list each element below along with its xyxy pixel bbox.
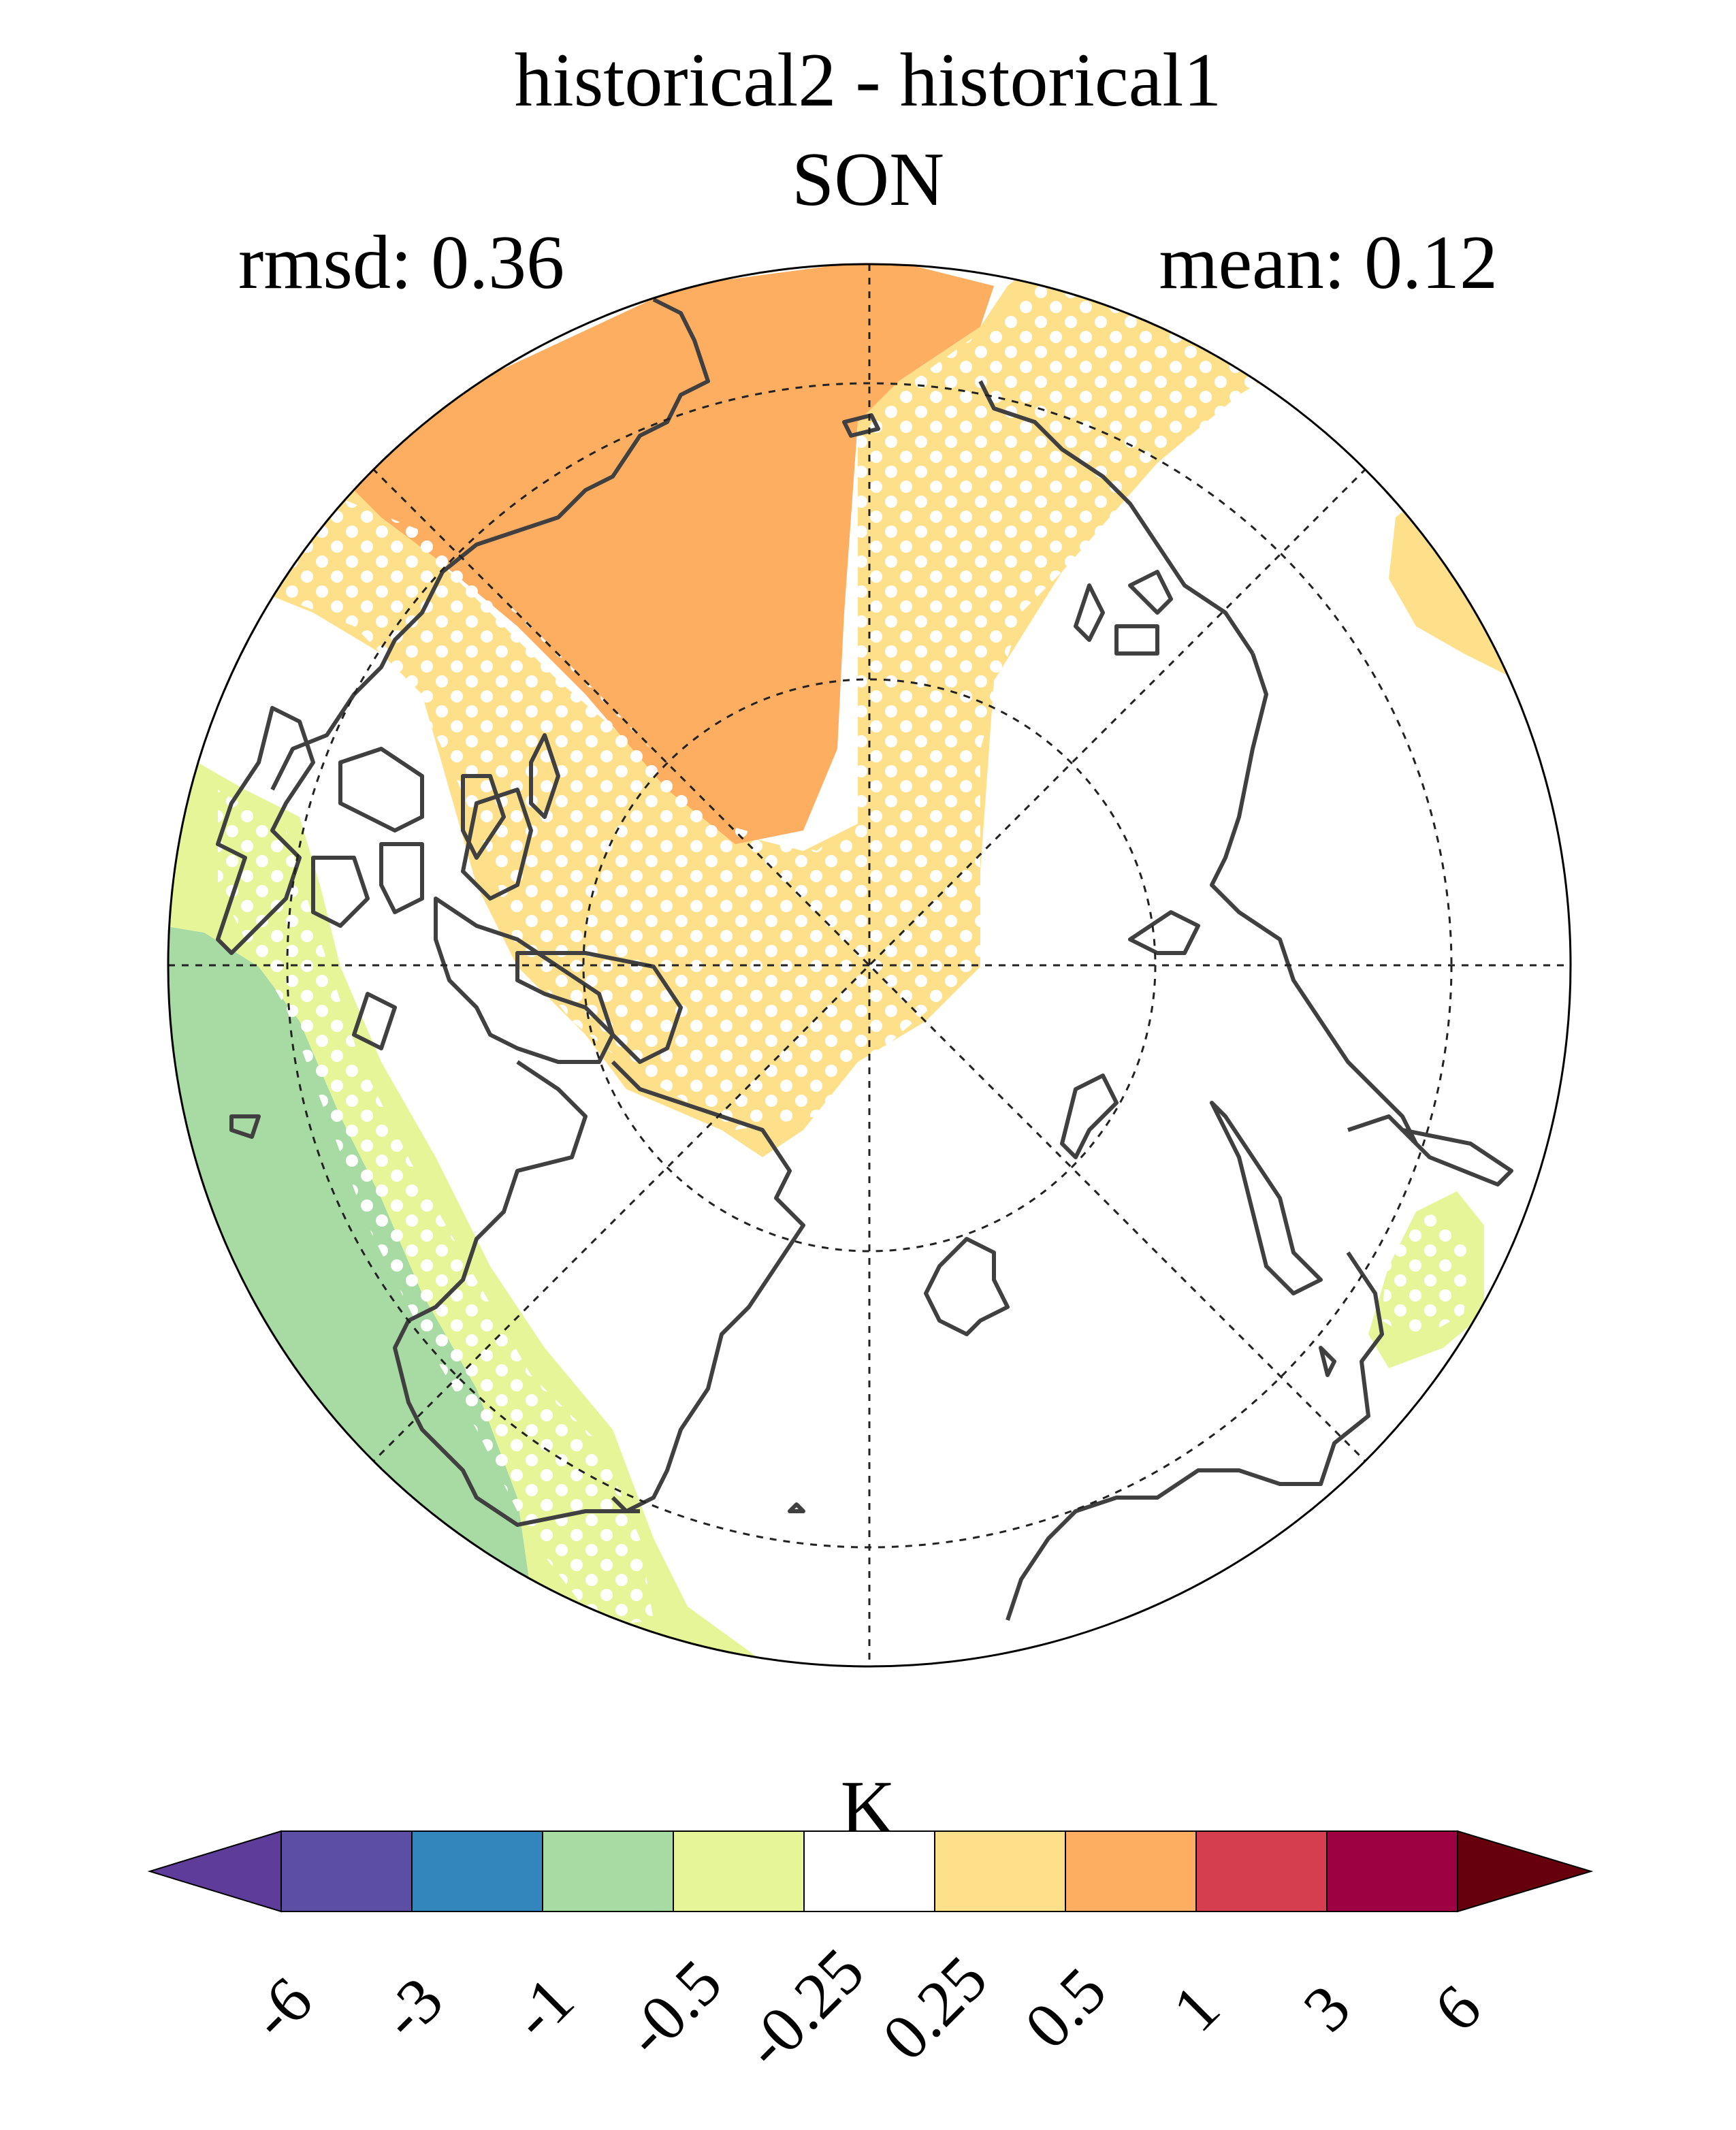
colorbar-segment	[1065, 1830, 1197, 1912]
colorbar-segment	[411, 1830, 543, 1912]
colorbar-segment	[934, 1830, 1066, 1912]
map-title: historical2 - historical1	[514, 38, 1222, 123]
colorbar-segment	[280, 1830, 413, 1912]
colorbar-extend-high	[1457, 1830, 1594, 1913]
colorbar-segments	[147, 1830, 1594, 1913]
colorbar-segment	[1195, 1830, 1328, 1912]
colorbar-segment	[673, 1830, 805, 1912]
colorbar-segment	[803, 1830, 935, 1912]
colorbar-segment	[542, 1830, 674, 1912]
polar-map	[167, 263, 1572, 1668]
colorbar-extend-low	[147, 1830, 282, 1913]
meridian-line	[371, 467, 1368, 1464]
map-subtitle: SON	[791, 138, 945, 222]
map-boundary	[167, 263, 1572, 1668]
graticule	[168, 264, 1571, 1666]
stipple-pattern-east	[1382, 1212, 1470, 1341]
colorbar-segment	[1326, 1830, 1458, 1912]
stipple-pattern-southwest	[218, 790, 654, 1627]
coastlines	[216, 297, 1513, 1621]
meridian-line	[371, 467, 1368, 1464]
mean-label: mean: 0.12	[1159, 221, 1498, 305]
region-orange	[340, 264, 994, 844]
rmsd-label: rmsd: 0.36	[238, 221, 565, 305]
stipple-pattern-west	[245, 264, 1293, 1130]
